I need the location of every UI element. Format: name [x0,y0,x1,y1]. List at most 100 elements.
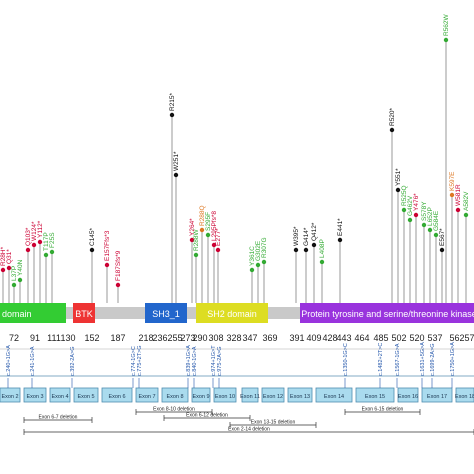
domain-label-btk: BTK [75,309,93,319]
deletion-label: Exon 6-15 deletion [362,407,404,413]
mutation-head [413,212,419,218]
exon-box [191,387,211,403]
splice-variant-label: c.392-2A>G [70,346,76,376]
position-tick: 218 [138,333,153,343]
mutation-head [337,237,343,243]
mutation-label: G414* [303,227,310,246]
mutation-label: W581R [455,184,462,206]
domain-sh3 [145,303,187,323]
exon-box [455,387,474,403]
mutation-head [407,217,413,223]
exon-label: Exon 9 [192,394,209,400]
mutation-label: Y264* [189,218,196,236]
mutation-label: E441* [337,218,344,236]
mutation-label: R288Q [199,205,206,226]
mutation-head [0,267,6,273]
splice-variant-label: c.1350-1G>C [343,343,349,376]
position-tick: 464 [354,333,369,343]
mutation-label: G462V [407,195,414,216]
exon-box [135,387,159,403]
position-tick: 537 [427,333,442,343]
domain-sh2 [196,303,268,323]
mutation-head [261,259,267,265]
mutation-head [421,222,427,228]
splice-variant-label: c.975-2A>G [217,346,223,376]
mutation-head [37,239,43,245]
exon-label: Exon 7 [138,394,155,400]
mutation-head [395,187,401,193]
position-tick: 428 [322,333,337,343]
position-tick: 485 [373,333,388,343]
mutation-label: W395* [293,226,300,246]
position-tick: 443 [336,333,351,343]
gene-track: Exon 2 Exon 3 Exon 4 Exon 5 Exon 6 Exon 7 Exon… [0,342,474,435]
splice-variant-label: c.1699-2A>G [430,343,436,376]
mutation-label: L295Pfs*8 [211,211,218,241]
position-tick: 91 [30,333,40,343]
mutation-label: W124* [31,221,38,241]
mutation-lollipops: R28H* Q31* L37P Y40N Q103* W124* Y112*T117P F25… [0,13,470,303]
position-tick: 236 [152,333,167,343]
mutation-head [173,172,179,178]
position-tick: 273 [180,333,195,343]
position-tick: 72 [9,333,19,343]
mutation-label: W251* [173,151,180,171]
mutation-head [211,242,217,248]
mutation-label: R307G [261,237,268,258]
mutation-head [255,262,261,268]
exon-label: Exon 2 [1,394,18,400]
mutation-head [463,212,469,218]
mutation-head [189,237,195,243]
position-tick: 502 [391,333,406,343]
mutation-head [104,262,110,268]
mutation-label: Y476* [413,193,420,211]
mutation-label: R215* [169,92,176,111]
mutation-head [455,207,461,213]
mutation-head [293,247,299,253]
mutation-head [311,242,317,248]
mutation-label: R28H* [0,246,7,266]
mutation-head [401,207,407,213]
domain-label-sh3: SH3_1 [152,309,180,319]
domain-label-ph: domain [2,309,32,319]
mutation-label: E277* [215,228,222,246]
exon-label: Exon 6 [108,394,125,400]
mutation-label: R520* [389,107,396,126]
splice-variant-label: c.1750+1G>A [450,342,456,376]
position-tick: 409 [306,333,321,343]
exon-label: Exon 17 [427,394,447,400]
deletion-label: Exon 8-10 deletion [153,407,195,413]
mutation-head [427,227,433,233]
mutation-label: R562W [443,13,450,36]
position-tick: 562 [449,333,464,343]
exon-box [73,387,99,403]
position-tick: 290 [192,333,207,343]
position-tick: 308 [208,333,223,343]
mutation-head [169,112,175,118]
mutation-label: L37P [11,266,18,281]
position-tick: 255 [167,333,182,343]
exon-box [287,387,313,403]
mutation-head [43,252,49,258]
mutation-head [31,242,37,248]
splice-variant-label: c.974+1G>T [211,345,217,376]
exon-label: Exon 4 [51,394,68,400]
exon-box [23,387,47,403]
exon-label: Exon 18 [455,394,474,400]
domain-btk [73,303,95,323]
mutation-label: G302E [255,240,262,261]
mutation-head [11,282,17,288]
mutation-head [389,127,395,133]
mutation-head [449,192,455,198]
mutation-head [443,37,449,43]
mutation-label: K597E [449,171,456,191]
mutation-head [439,247,445,253]
mutation-label: R525Q [401,185,408,206]
position-tick: 579 [464,333,474,343]
mutation-label: L652P [427,207,434,226]
mutation-label: Y40N [17,259,24,276]
mutation-label: Y551* [395,168,402,186]
splice-variant-label: c.840-1G>A [192,346,198,376]
